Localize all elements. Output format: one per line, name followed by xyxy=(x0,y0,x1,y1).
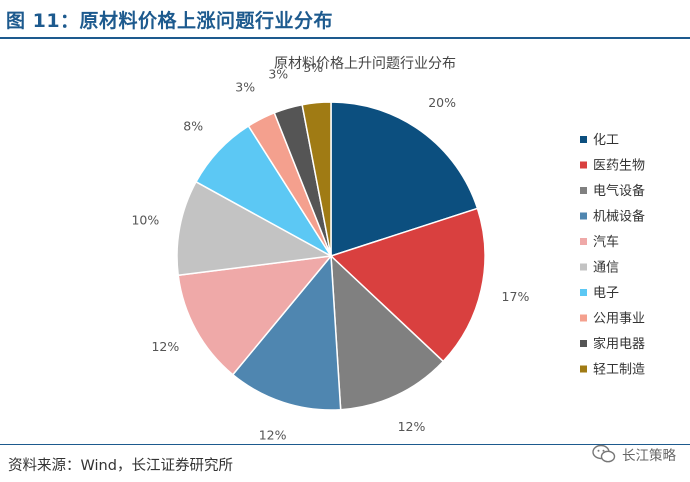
legend-swatch-6 xyxy=(580,263,587,271)
pie-slices xyxy=(176,101,486,411)
pie-slice-3 xyxy=(330,254,445,411)
pie-label-5: 12% xyxy=(151,339,179,354)
legend-swatch-7 xyxy=(580,289,587,296)
pie-label-7: 8% xyxy=(183,119,203,134)
legend-label-4: 机械设备 xyxy=(593,209,645,225)
legend-label-2: 医药生物 xyxy=(593,159,645,174)
pie-label-1: 20% xyxy=(428,95,456,110)
pie-slice-2 xyxy=(329,207,486,363)
legend-label-3: 电气设备 xyxy=(593,183,645,199)
legend-swatch-9 xyxy=(580,340,587,347)
legend-label-9: 家用电器 xyxy=(593,336,645,352)
source-note: 资料来源：Wind，长江证券研究所 xyxy=(8,458,233,474)
pie-chart: 原材料价格上升问题行业分布 20% 17% 12% 12% 12% 10% 8% 3% 3% 3%… xyxy=(0,40,690,443)
legend-swatch-5 xyxy=(580,238,587,245)
watermark-text: 长江策略 xyxy=(622,448,676,464)
pie-label-10: 3% xyxy=(303,60,323,75)
pie-slice-4 xyxy=(231,254,342,411)
chart-svg: 原材料价格上升问题行业分布 20% 17% 12% 12% 12% 10% 8% 3% 3% 3%… xyxy=(131,56,645,443)
legend-label-10: 轻工制造 xyxy=(593,363,645,378)
pie-labels: 20% 17% 12% 12% 12% 10% 8% 3% 3% 3% xyxy=(131,60,530,443)
pie-label-6: 10% xyxy=(131,213,159,228)
chart-title: 原材料价格上升问题行业分布 xyxy=(274,56,456,72)
pie-slice-5 xyxy=(177,255,333,376)
pie-label-3: 12% xyxy=(398,419,426,434)
legend-label-8: 公用事业 xyxy=(593,312,645,327)
legend-swatch-3 xyxy=(580,187,587,194)
pie-label-9: 3% xyxy=(268,67,288,82)
pie-slice-6 xyxy=(176,180,334,277)
title-divider xyxy=(0,37,690,39)
legend-swatch-2 xyxy=(580,161,587,169)
legend-label-5: 汽车 xyxy=(593,234,619,250)
pie-slice-10 xyxy=(301,101,332,257)
pie-label-4: 12% xyxy=(259,428,287,440)
legend-swatch-10 xyxy=(580,365,587,373)
legend-swatch-4 xyxy=(580,212,587,220)
footer-divider xyxy=(0,444,690,445)
wechat-icon xyxy=(592,444,616,463)
legend-label-7: 电子 xyxy=(593,286,619,301)
legend-label-6: 通信 xyxy=(593,261,619,276)
pie-label-8: 3% xyxy=(235,80,255,95)
pie-label-2: 17% xyxy=(502,289,530,304)
legend-label-1: 化工 xyxy=(593,133,619,148)
figure-title: 图 11：原材料价格上涨问题行业分布 xyxy=(6,10,334,32)
legend-swatch-1 xyxy=(580,136,587,143)
watermark: 长江策略 xyxy=(592,444,676,464)
pie-slice-1 xyxy=(330,101,479,258)
legend-swatch-8 xyxy=(580,314,587,322)
